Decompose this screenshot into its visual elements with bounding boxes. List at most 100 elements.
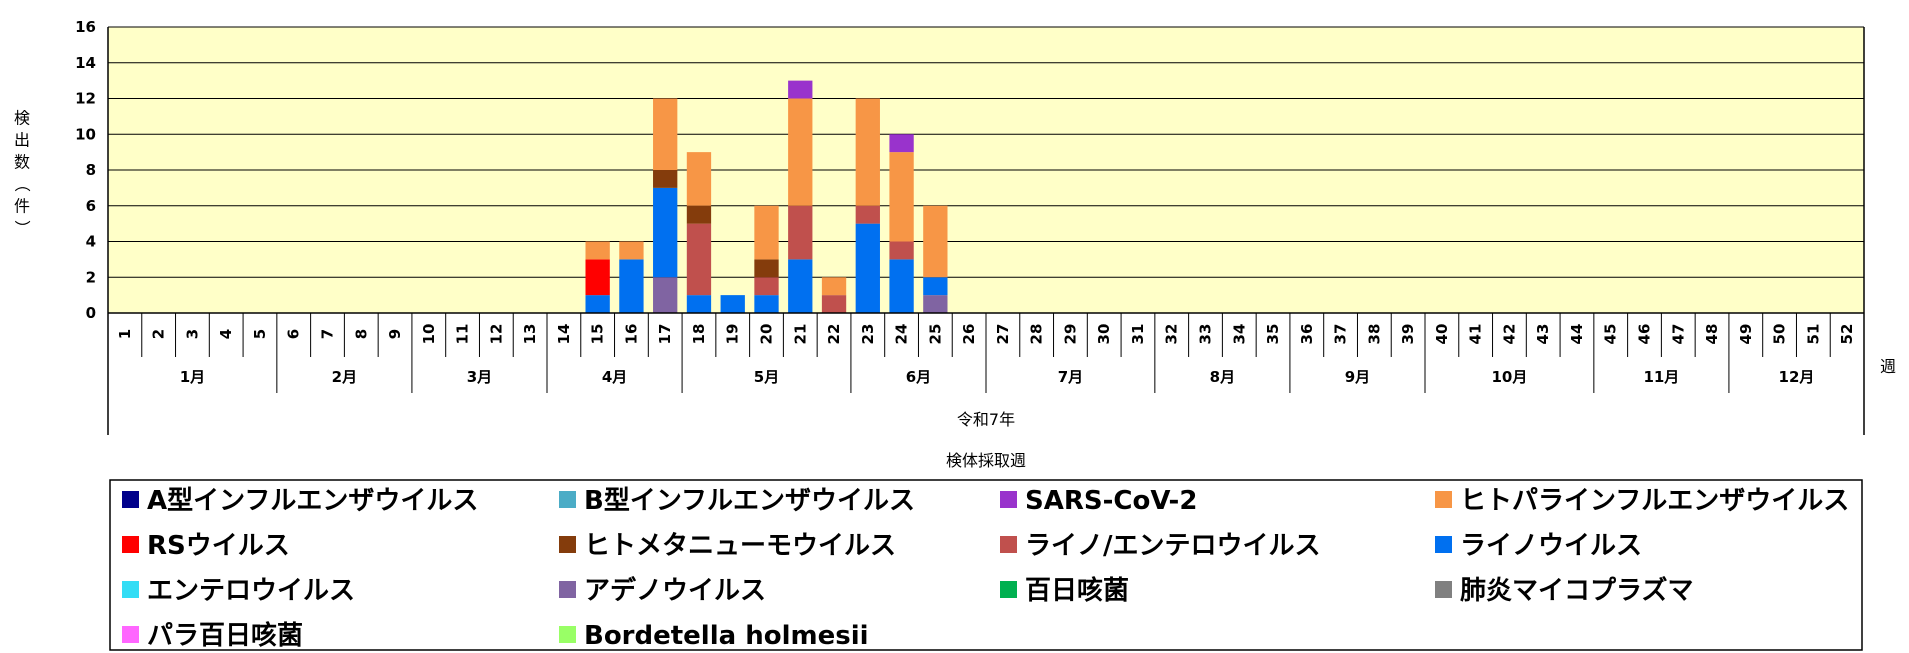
x-tick-label: 4 bbox=[217, 329, 235, 339]
x-tick-label: 28 bbox=[1028, 324, 1046, 345]
legend-swatch bbox=[1000, 536, 1017, 553]
legend-swatch bbox=[1435, 581, 1452, 598]
legend-swatch bbox=[1000, 581, 1017, 598]
x-tick-label: 23 bbox=[859, 324, 877, 345]
bar-segment bbox=[653, 98, 678, 170]
bar-segment bbox=[619, 259, 644, 313]
x-tick-label: 25 bbox=[926, 324, 944, 345]
legend-entry: ライノ/エンテロウイルス bbox=[1025, 531, 1321, 561]
x-tick-labels: 1 2 3 4 5 6 7 8 9 10 11 12 13 14 15 16 17 18 19 20 21 22 23 24 2… bbox=[116, 324, 1856, 345]
y-axis-title-char: （ bbox=[13, 176, 32, 192]
month-label: 11月 bbox=[1643, 368, 1679, 386]
x-tick-label: 5 bbox=[251, 329, 269, 339]
legend-entry: B型インフルエンザウイルス bbox=[584, 486, 915, 516]
year-label: 令和7年 bbox=[957, 410, 1015, 429]
month-label: 9月 bbox=[1345, 368, 1370, 386]
legend-entry: エンテロウイルス bbox=[147, 576, 355, 606]
y-axis-title-char: 検 bbox=[14, 109, 30, 128]
legend-swatch bbox=[122, 581, 139, 598]
bar-segment bbox=[889, 259, 914, 313]
legend-entry: 百日咳菌 bbox=[1025, 575, 1129, 606]
bar-segment bbox=[619, 241, 644, 260]
x-axis-title: 検体採取週 bbox=[946, 451, 1026, 470]
bar-segment bbox=[686, 295, 712, 313]
bar-segment bbox=[889, 241, 914, 260]
x-tick-label: 6 bbox=[285, 329, 303, 339]
month-label: 5月 bbox=[754, 368, 779, 386]
y-axis-title-char: 件 bbox=[14, 197, 30, 216]
x-tick-label: 12 bbox=[487, 324, 505, 345]
x-tick-label: 8 bbox=[352, 329, 370, 339]
month-label: 4月 bbox=[602, 368, 627, 386]
legend: A型インフルエンザウイルス B型インフルエンザウイルス SARS-CoV-2 ヒトパラ… bbox=[122, 486, 1849, 651]
x-tick-label: 48 bbox=[1703, 324, 1721, 345]
month-labels: 1月 2月 3月 4月 5月 6月 7月 8月 9月 10月 11月 12月 bbox=[180, 368, 1815, 386]
month-label: 7月 bbox=[1058, 368, 1083, 386]
bar-segment bbox=[923, 205, 948, 278]
x-tick-label: 36 bbox=[1298, 324, 1316, 345]
bar-segment bbox=[855, 223, 880, 313]
x-tick-label: 3 bbox=[183, 329, 201, 339]
x-tick-label: 46 bbox=[1636, 324, 1654, 345]
x-tick-label: 39 bbox=[1399, 324, 1417, 345]
x-tick-label: 13 bbox=[521, 324, 539, 345]
legend-entry: RSウイルス bbox=[147, 531, 290, 561]
month-label: 8月 bbox=[1210, 368, 1235, 386]
x-tick-label: 35 bbox=[1264, 324, 1282, 345]
legend-entry: A型インフルエンザウイルス bbox=[147, 486, 478, 516]
bar-segment bbox=[686, 205, 712, 224]
x-tick-label: 42 bbox=[1500, 324, 1518, 345]
x-tick-label: 7 bbox=[319, 329, 337, 339]
legend-entry: アデノウイルス bbox=[584, 575, 766, 606]
bar-segment bbox=[754, 259, 779, 278]
x-tick-label: 44 bbox=[1568, 324, 1586, 345]
bar-segment bbox=[754, 295, 779, 313]
bar-segment bbox=[889, 152, 914, 242]
bar-segment bbox=[788, 259, 813, 313]
y-tick-label: 14 bbox=[75, 54, 96, 72]
x-tick-label: 41 bbox=[1467, 324, 1485, 345]
month-label: 10月 bbox=[1491, 368, 1527, 386]
x-tick-label: 19 bbox=[724, 324, 742, 345]
legend-entry: ヒトパラインフルエンザウイルス bbox=[1460, 486, 1849, 516]
x-tick-label: 20 bbox=[758, 324, 776, 345]
legend-entry: ヒトメタニューモウイルス bbox=[584, 531, 896, 561]
x-tick-label: 18 bbox=[690, 324, 708, 345]
x-tick-label: 49 bbox=[1737, 324, 1755, 345]
x-tick-label: 17 bbox=[656, 324, 674, 345]
x-tick-label: 51 bbox=[1804, 324, 1822, 345]
x-tick-label: 21 bbox=[791, 324, 809, 345]
bar-segment bbox=[720, 295, 745, 313]
bar-segment bbox=[821, 277, 847, 296]
month-label: 1月 bbox=[180, 368, 205, 386]
bar-segment bbox=[788, 98, 813, 206]
y-tick-label: 10 bbox=[75, 125, 96, 143]
bar-segment bbox=[821, 295, 847, 313]
legend-swatch bbox=[559, 491, 576, 508]
x-tick-label: 16 bbox=[622, 324, 640, 345]
bar-segment bbox=[653, 187, 678, 278]
x-tick-label: 22 bbox=[825, 324, 843, 345]
y-tick-label: 2 bbox=[86, 268, 96, 286]
bar-segment bbox=[754, 205, 779, 260]
bar-segment bbox=[855, 98, 880, 206]
bars bbox=[585, 80, 948, 313]
y-tick-label: 0 bbox=[86, 304, 96, 322]
x-tick-label: 27 bbox=[994, 324, 1012, 345]
x-tick-label: 32 bbox=[1163, 324, 1181, 345]
bar-segment bbox=[889, 134, 914, 153]
legend-swatch bbox=[1435, 491, 1452, 508]
legend-swatch bbox=[122, 626, 139, 643]
x-tick-label: 11 bbox=[454, 324, 472, 345]
bar-segment bbox=[653, 170, 678, 188]
x-tick-label: 15 bbox=[589, 324, 607, 345]
bar-segment bbox=[923, 277, 948, 296]
x-tick-label: 37 bbox=[1332, 324, 1350, 345]
bar-segment bbox=[788, 205, 813, 260]
x-tick-label: 31 bbox=[1129, 324, 1147, 345]
x-tick-label: 1 bbox=[116, 329, 134, 339]
y-tick-label: 4 bbox=[86, 233, 96, 251]
x-tick-label: 29 bbox=[1061, 324, 1079, 345]
bar-segment bbox=[923, 295, 948, 313]
